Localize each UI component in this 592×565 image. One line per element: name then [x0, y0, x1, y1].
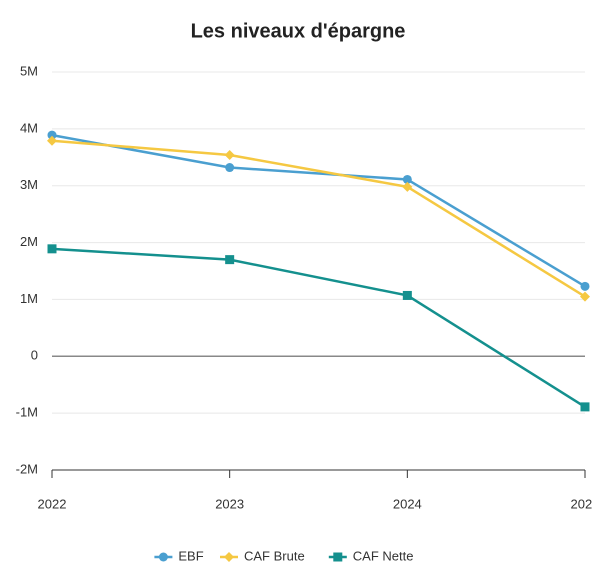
marker: [225, 255, 235, 265]
series-line: [51, 139, 586, 298]
marker: [402, 290, 412, 300]
marker: [402, 174, 412, 184]
marker: [47, 135, 57, 146]
marker: [225, 163, 235, 173]
marker: [224, 150, 235, 161]
y-tick-label: 0: [31, 348, 38, 363]
marker: [580, 291, 590, 302]
legend-label: CAF Nette: [353, 548, 414, 563]
marker: [580, 402, 590, 412]
x-tick-label: 2025: [571, 496, 592, 511]
marker: [402, 181, 413, 192]
y-tick-label: -2M: [16, 461, 38, 476]
marker: [580, 281, 590, 291]
x-tick-label: 2023: [215, 496, 244, 511]
y-tick-label: 2M: [20, 234, 38, 249]
marker: [158, 552, 168, 562]
y-tick-label: 1M: [20, 291, 38, 306]
marker: [47, 244, 57, 254]
x-tick-label: 2022: [38, 496, 67, 511]
series-line: [51, 247, 586, 408]
marker: [47, 130, 57, 140]
y-tick-label: 5M: [20, 63, 38, 78]
marker: [333, 552, 343, 562]
chart-title: Les niveaux d'épargne: [191, 20, 406, 42]
x-tick-label: 2024: [393, 496, 422, 511]
y-tick-label: -1M: [16, 405, 38, 420]
y-tick-label: 4M: [20, 120, 38, 135]
legend: EBF CAF Brute CAF Nette: [154, 548, 413, 563]
legend-label: EBF: [178, 548, 203, 563]
marker: [224, 552, 234, 562]
legend-label: CAF Brute: [244, 548, 305, 563]
y-tick-label: 3M: [20, 177, 38, 192]
series-line: [51, 133, 586, 288]
